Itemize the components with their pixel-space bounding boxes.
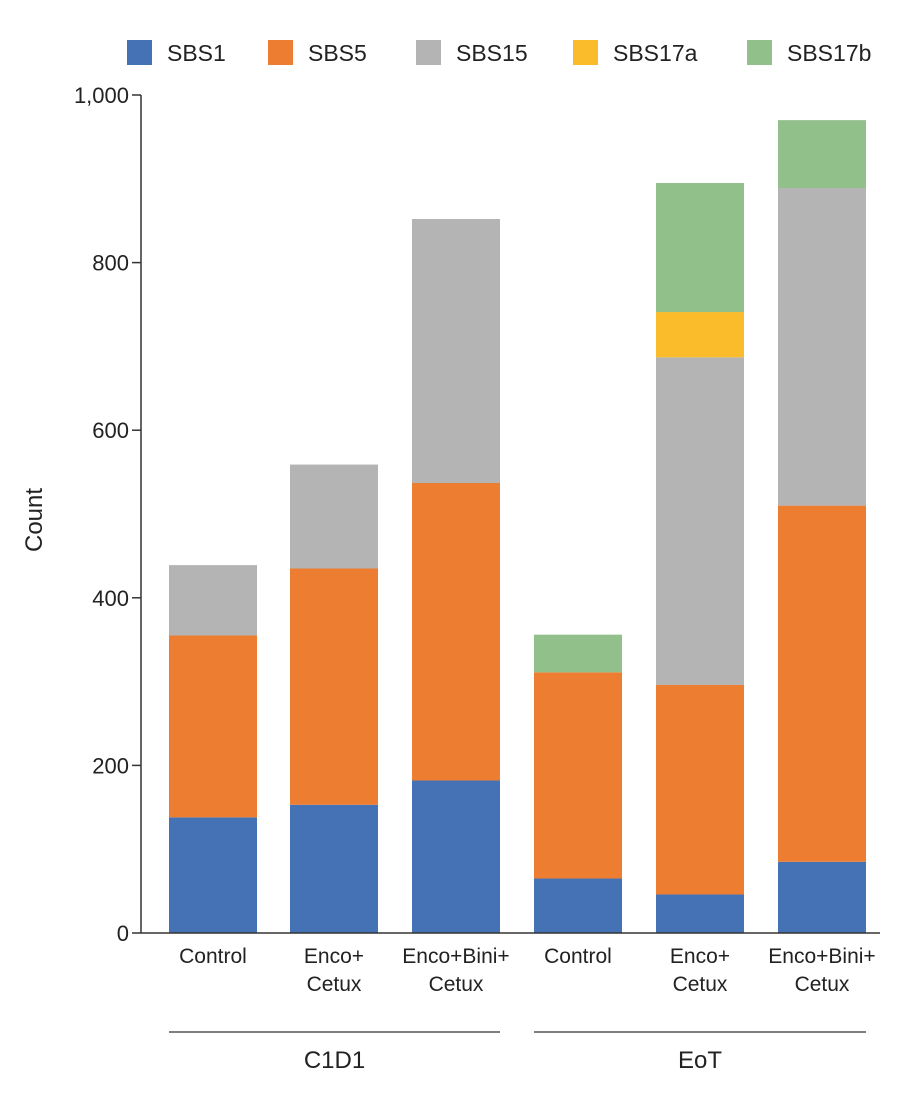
x-tick-label: Control (544, 945, 612, 968)
bar-sbs1-6 (778, 861, 866, 933)
x-tick-label: Cetux (795, 973, 850, 996)
bar-sbs17b-6 (778, 120, 866, 189)
legend-swatch-sbs17b (747, 40, 772, 65)
bar-sbs15-6 (778, 188, 866, 506)
bar-sbs1-3 (412, 780, 500, 933)
x-tick-label: Control (179, 945, 247, 968)
bar-sbs1-4 (534, 878, 622, 933)
x-tick-label: Cetux (673, 973, 728, 996)
legend-swatch-sbs5 (268, 40, 293, 65)
category-groups: C1D1 EoT (169, 1031, 866, 1074)
bar-sbs15-5 (656, 357, 744, 685)
legend-swatch-sbs1 (127, 40, 152, 65)
bar-sbs5-2 (290, 568, 378, 805)
legend-label-sbs15: SBS15 (456, 40, 528, 66)
bar-sbs1-1 (169, 817, 257, 933)
y-tick-label: 1,000 (74, 83, 129, 108)
bar-sbs17b-5 (656, 182, 744, 313)
group-label-c1d1: C1D1 (304, 1047, 365, 1074)
y-tick-label: 200 (92, 753, 129, 778)
legend: SBS1 SBS5 SBS15 SBS17a SBS17b (127, 40, 871, 66)
x-tick-label: Enco+ (304, 945, 364, 968)
group-label-eot: EoT (678, 1047, 722, 1074)
legend-label-sbs1: SBS1 (167, 40, 226, 66)
bar-sbs5-4 (534, 672, 622, 879)
bar-sbs15-3 (412, 219, 500, 483)
legend-label-sbs5: SBS5 (308, 40, 367, 66)
bar-sbs15-2 (290, 464, 378, 569)
bar-sbs1-5 (656, 894, 744, 933)
x-tick-label: Enco+Bini+ (402, 945, 509, 968)
legend-swatch-sbs15 (416, 40, 441, 65)
bar-sbs15-1 (169, 565, 257, 636)
y-axis-title: Count (21, 488, 48, 552)
y-tick-label: 400 (92, 586, 129, 611)
x-tick-label: Cetux (429, 973, 484, 996)
bar-sbs5-1 (169, 635, 257, 818)
x-tick-label: Cetux (307, 973, 362, 996)
y-axis: 0 200 400 600 800 1,000 (74, 83, 142, 946)
legend-label-sbs17b: SBS17b (787, 40, 871, 66)
bar-sbs17a-5 (656, 312, 744, 358)
bar-sbs5-3 (412, 482, 500, 781)
x-tick-label: Enco+Bini+ (768, 945, 875, 968)
y-tick-label: 0 (117, 921, 129, 946)
bar-sbs1-2 (290, 804, 378, 933)
x-tick-label: Enco+ (670, 945, 730, 968)
y-tick-label: 600 (92, 418, 129, 443)
legend-swatch-sbs17a (573, 40, 598, 65)
bar-sbs5-5 (656, 684, 744, 895)
x-axis: Control Enco+ Cetux Enco+Bini+ Cetux Control E… (141, 932, 880, 996)
bar-sbs17b-4 (534, 634, 622, 673)
y-tick-label: 800 (92, 251, 129, 276)
bars (169, 120, 866, 933)
bar-sbs5-6 (778, 505, 866, 862)
legend-label-sbs17a: SBS17a (613, 40, 698, 66)
